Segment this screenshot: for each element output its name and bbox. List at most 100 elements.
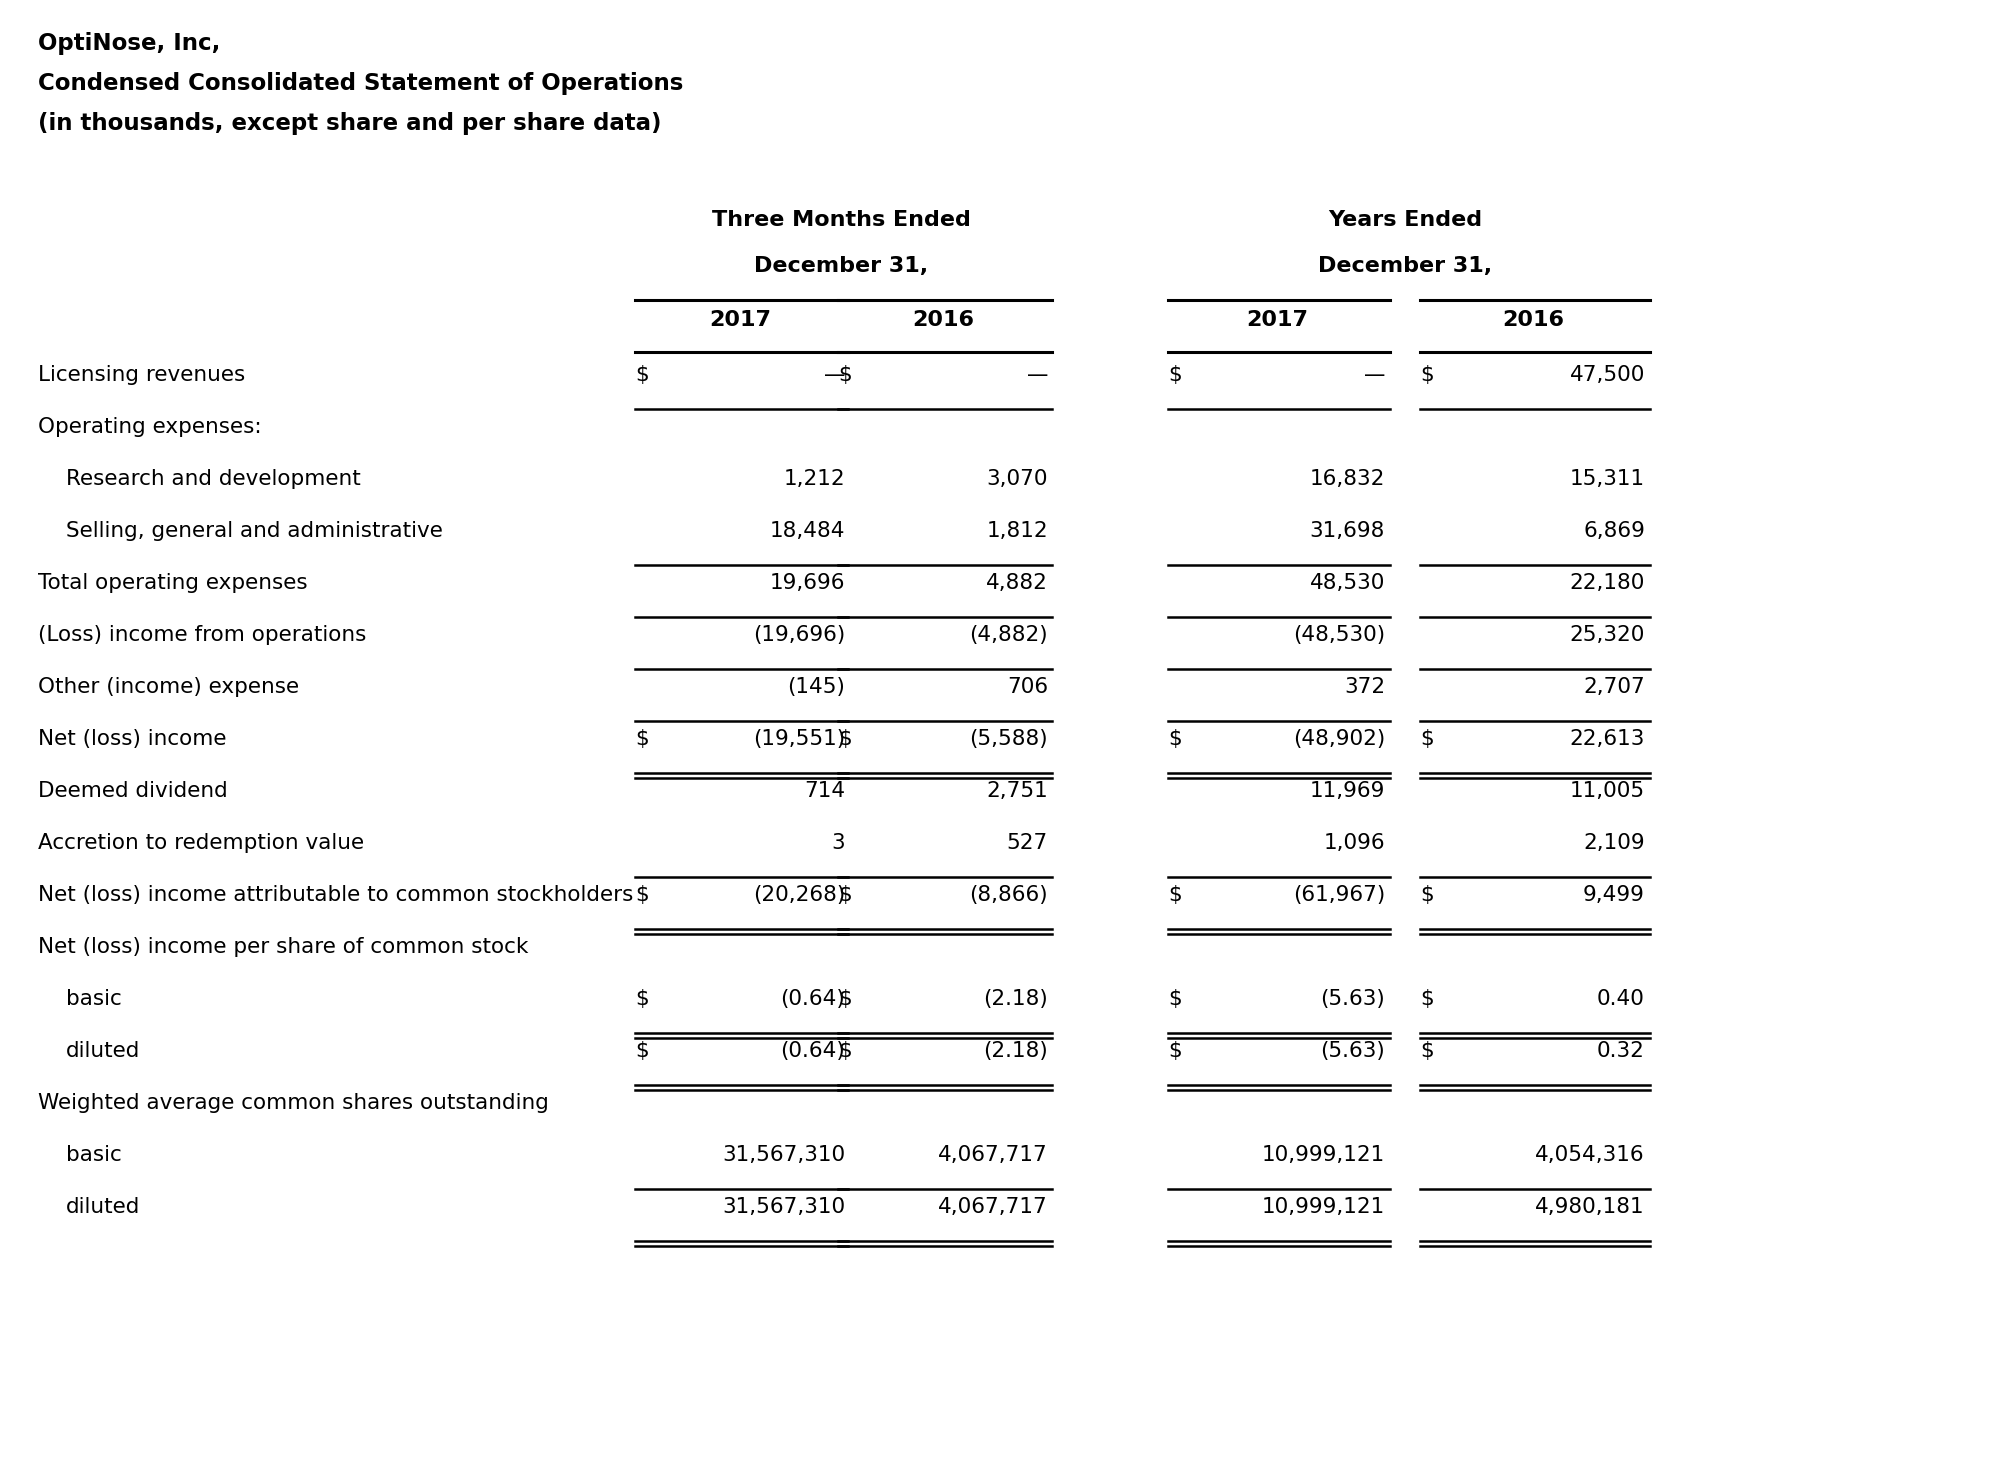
Text: $: $ — [838, 990, 852, 1009]
Text: 6,869: 6,869 — [1584, 521, 1646, 542]
Text: $: $ — [838, 729, 852, 750]
Text: 16,832: 16,832 — [1309, 468, 1385, 489]
Text: 1,212: 1,212 — [784, 468, 846, 489]
Text: (8,866): (8,866) — [970, 886, 1047, 905]
Text: Accretion to redemption value: Accretion to redemption value — [38, 833, 365, 854]
Text: $: $ — [1167, 886, 1181, 905]
Text: 2,109: 2,109 — [1584, 833, 1646, 854]
Text: 9,499: 9,499 — [1584, 886, 1646, 905]
Text: 706: 706 — [1007, 676, 1047, 697]
Text: (20,268): (20,268) — [752, 886, 846, 905]
Text: 2016: 2016 — [1502, 310, 1564, 329]
Text: 1,812: 1,812 — [986, 521, 1047, 542]
Text: (in thousands, except share and per share data): (in thousands, except share and per shar… — [38, 113, 662, 135]
Text: $: $ — [634, 990, 648, 1009]
Text: 4,054,316: 4,054,316 — [1536, 1145, 1646, 1165]
Text: —: — — [1365, 365, 1385, 385]
Text: 3,070: 3,070 — [986, 468, 1047, 489]
Text: December 31,: December 31, — [1319, 256, 1492, 277]
Text: 0.32: 0.32 — [1598, 1041, 1646, 1061]
Text: (0.64): (0.64) — [780, 990, 846, 1009]
Text: $: $ — [634, 1041, 648, 1061]
Text: 4,882: 4,882 — [986, 572, 1047, 593]
Text: Research and development: Research and development — [66, 468, 361, 489]
Text: Operating expenses:: Operating expenses: — [38, 417, 261, 436]
Text: $: $ — [838, 365, 852, 385]
Text: 31,567,310: 31,567,310 — [722, 1198, 846, 1217]
Text: $: $ — [1420, 990, 1434, 1009]
Text: Licensing revenues: Licensing revenues — [38, 365, 245, 385]
Text: (19,696): (19,696) — [752, 625, 846, 646]
Text: —: — — [824, 365, 846, 385]
Text: 1,096: 1,096 — [1323, 833, 1385, 854]
Text: Net (loss) income per share of common stock: Net (loss) income per share of common st… — [38, 937, 529, 957]
Text: 47,500: 47,500 — [1570, 365, 1646, 385]
Text: 0.40: 0.40 — [1598, 990, 1646, 1009]
Text: 2016: 2016 — [912, 310, 974, 329]
Text: $: $ — [634, 886, 648, 905]
Text: Weighted average common shares outstanding: Weighted average common shares outstandi… — [38, 1094, 549, 1113]
Text: (5.63): (5.63) — [1321, 1041, 1385, 1061]
Text: Three Months Ended: Three Months Ended — [712, 209, 972, 230]
Text: $: $ — [1420, 365, 1434, 385]
Text: (61,967): (61,967) — [1293, 886, 1385, 905]
Text: 11,969: 11,969 — [1309, 780, 1385, 801]
Text: diluted: diluted — [66, 1041, 140, 1061]
Text: $: $ — [1420, 729, 1434, 750]
Text: —: — — [1027, 365, 1047, 385]
Text: Net (loss) income: Net (loss) income — [38, 729, 227, 750]
Text: OptiNose, Inc,: OptiNose, Inc, — [38, 32, 219, 56]
Text: 2017: 2017 — [1247, 310, 1309, 329]
Text: $: $ — [838, 886, 852, 905]
Text: 2,751: 2,751 — [986, 780, 1047, 801]
Text: (0.64): (0.64) — [780, 1041, 846, 1061]
Text: 22,613: 22,613 — [1570, 729, 1646, 750]
Text: Years Ended: Years Ended — [1329, 209, 1482, 230]
Text: 15,311: 15,311 — [1570, 468, 1646, 489]
Text: 2,707: 2,707 — [1584, 676, 1646, 697]
Text: (4,882): (4,882) — [970, 625, 1047, 646]
Text: $: $ — [634, 365, 648, 385]
Text: $: $ — [1420, 886, 1434, 905]
Text: Deemed dividend: Deemed dividend — [38, 780, 227, 801]
Text: 372: 372 — [1345, 676, 1385, 697]
Text: basic: basic — [66, 1145, 122, 1165]
Text: (19,551): (19,551) — [752, 729, 846, 750]
Text: (145): (145) — [788, 676, 846, 697]
Text: $: $ — [1167, 365, 1181, 385]
Text: 4,067,717: 4,067,717 — [938, 1198, 1047, 1217]
Text: $: $ — [1167, 990, 1181, 1009]
Text: 19,696: 19,696 — [770, 572, 846, 593]
Text: 22,180: 22,180 — [1570, 572, 1646, 593]
Text: $: $ — [1420, 1041, 1434, 1061]
Text: Net (loss) income attributable to common stockholders: Net (loss) income attributable to common… — [38, 886, 632, 905]
Text: (Loss) income from operations: (Loss) income from operations — [38, 625, 367, 646]
Text: diluted: diluted — [66, 1198, 140, 1217]
Text: 4,980,181: 4,980,181 — [1536, 1198, 1646, 1217]
Text: $: $ — [1167, 1041, 1181, 1061]
Text: 25,320: 25,320 — [1570, 625, 1646, 646]
Text: basic: basic — [66, 990, 122, 1009]
Text: 18,484: 18,484 — [770, 521, 846, 542]
Text: Total operating expenses: Total operating expenses — [38, 572, 307, 593]
Text: (5,588): (5,588) — [970, 729, 1047, 750]
Text: (2.18): (2.18) — [984, 1041, 1047, 1061]
Text: 31,698: 31,698 — [1309, 521, 1385, 542]
Text: 714: 714 — [804, 780, 846, 801]
Text: Other (income) expense: Other (income) expense — [38, 676, 299, 697]
Text: $: $ — [634, 729, 648, 750]
Text: 527: 527 — [1007, 833, 1047, 854]
Text: $: $ — [1167, 729, 1181, 750]
Text: Condensed Consolidated Statement of Operations: Condensed Consolidated Statement of Oper… — [38, 72, 684, 95]
Text: 48,530: 48,530 — [1309, 572, 1385, 593]
Text: (5.63): (5.63) — [1321, 990, 1385, 1009]
Text: 31,567,310: 31,567,310 — [722, 1145, 846, 1165]
Text: 11,005: 11,005 — [1570, 780, 1646, 801]
Text: (48,902): (48,902) — [1293, 729, 1385, 750]
Text: 3: 3 — [832, 833, 846, 854]
Text: (48,530): (48,530) — [1293, 625, 1385, 646]
Text: December 31,: December 31, — [754, 256, 928, 277]
Text: 2017: 2017 — [708, 310, 770, 329]
Text: 10,999,121: 10,999,121 — [1261, 1198, 1385, 1217]
Text: 10,999,121: 10,999,121 — [1261, 1145, 1385, 1165]
